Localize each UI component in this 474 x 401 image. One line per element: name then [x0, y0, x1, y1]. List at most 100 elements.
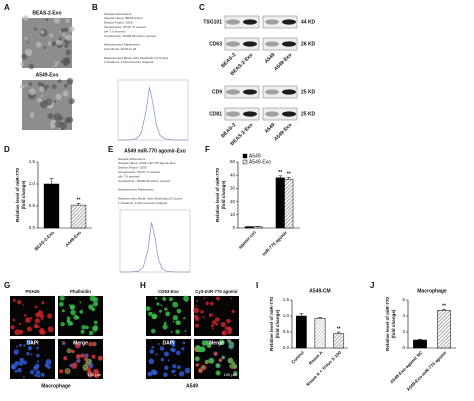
- cell-signal: [164, 307, 168, 311]
- cell-signal: [89, 295, 96, 302]
- parameter-text: Sample Parameters: [104, 12, 132, 16]
- y-tick-label: 2: [402, 329, 405, 334]
- cell-signal: [41, 301, 45, 305]
- cell-signal: [172, 320, 175, 323]
- cell-signal: [201, 340, 208, 346]
- cell-signal: [34, 373, 38, 377]
- significance: **: [77, 198, 81, 204]
- cell-signal: [221, 355, 225, 359]
- cell-signal: [215, 370, 221, 376]
- band: [243, 111, 257, 117]
- vesicle: [57, 79, 62, 84]
- lane-label: A549: [264, 52, 277, 65]
- cell-signal: [199, 346, 206, 353]
- cell-signal: [218, 339, 225, 346]
- y-tick-label: 20: [230, 199, 236, 204]
- cell-signal: [151, 345, 154, 349]
- parameter-text: pH: 7.0 entered: [104, 29, 126, 33]
- band: [282, 89, 296, 95]
- vesicle: [45, 18, 49, 21]
- cell-signal: [198, 368, 203, 373]
- band: [226, 111, 240, 117]
- y-axis-label: Relative level of miR-770: [385, 297, 390, 351]
- plot-frame: [117, 79, 189, 141]
- cell-signal: [13, 349, 19, 355]
- cell-signal: [17, 367, 22, 373]
- cell-signal: [202, 366, 206, 369]
- vesicle: [38, 86, 45, 93]
- cell-signal: [194, 346, 201, 353]
- panel-letter: E: [108, 145, 114, 154]
- bar: [43, 183, 60, 229]
- cell-signal: [30, 317, 33, 320]
- cell-signal: [35, 370, 41, 375]
- cell-signal: [40, 372, 45, 377]
- cell-signal: [181, 347, 185, 351]
- parameter-text: Sample Parameters: [118, 157, 146, 161]
- bar: [275, 177, 285, 229]
- cell-signal: [68, 304, 71, 306]
- vesicle: [57, 60, 60, 64]
- cell-signal: [36, 360, 40, 363]
- panel-letter: G: [4, 281, 10, 290]
- vesicle: [58, 37, 62, 41]
- cell-signal: [93, 320, 98, 325]
- vesicle: [40, 30, 45, 35]
- lane-label: A549: [264, 122, 277, 135]
- cell-signal: [70, 305, 75, 310]
- cell-signal: [17, 300, 22, 305]
- vesicle: [62, 57, 71, 66]
- cell-signal: [162, 324, 168, 330]
- channel-label: Merge: [73, 340, 88, 346]
- y-tick-label: 4: [402, 313, 405, 318]
- y-tick-label: 0: [402, 345, 405, 350]
- cell-signal: [159, 346, 165, 351]
- cell-signal: [59, 295, 65, 301]
- parameter-text: Measurement Parameters: [104, 43, 140, 47]
- cell-signal: [214, 352, 217, 355]
- cell-signal: [77, 359, 80, 363]
- cell-signal: [155, 353, 158, 356]
- lane-label: A549-Exo: [273, 122, 293, 142]
- protein-label: CD81: [209, 111, 222, 117]
- cell-signal: [232, 364, 238, 369]
- panel-letter: B: [92, 3, 98, 12]
- size-label: 25 KD: [301, 111, 316, 117]
- cell-signal: [175, 320, 180, 325]
- vesicle: [24, 48, 33, 57]
- cell-signal: [23, 314, 27, 317]
- cell-label: A549: [186, 383, 198, 389]
- cell-signal: [163, 321, 167, 325]
- cell-signal: [27, 346, 33, 351]
- channel-label: Cy3-miR-770 agomir: [195, 289, 238, 294]
- scale-label: 100 μm: [88, 372, 102, 377]
- cell-signal: [150, 328, 156, 334]
- cell-signal: [163, 372, 168, 377]
- panel-letter: J: [370, 281, 374, 290]
- fluorescence-image: [194, 296, 239, 336]
- y-axis-label: (fold change): [221, 180, 226, 209]
- image-label: BEAS-2-Exo: [32, 10, 61, 16]
- cell-signal: [158, 309, 162, 313]
- cell-signal: [164, 365, 169, 371]
- cell-signal: [88, 330, 94, 336]
- cell-signal: [200, 310, 204, 314]
- cell-signal: [81, 325, 86, 330]
- band: [243, 19, 257, 25]
- y-axis-label: Relative level of miR-770: [215, 168, 220, 222]
- vesicle: [53, 113, 62, 121]
- vesicle: [20, 62, 24, 66]
- cell-signal: [89, 364, 93, 367]
- vesicle: [53, 100, 57, 103]
- blot-box: [262, 37, 298, 51]
- cell-signal: [58, 301, 64, 307]
- vesicle: [41, 94, 44, 97]
- cell-signal: [220, 321, 226, 328]
- y-tick-label: 40: [230, 172, 236, 177]
- parameter-text: Conductivity: 10000.00 µS/cm sensed: [118, 179, 170, 183]
- error-bar: [336, 331, 341, 334]
- cell-signal: [194, 316, 200, 322]
- cell-signal: [178, 371, 185, 377]
- vesicle: [60, 127, 64, 131]
- cell-signal: [145, 306, 151, 312]
